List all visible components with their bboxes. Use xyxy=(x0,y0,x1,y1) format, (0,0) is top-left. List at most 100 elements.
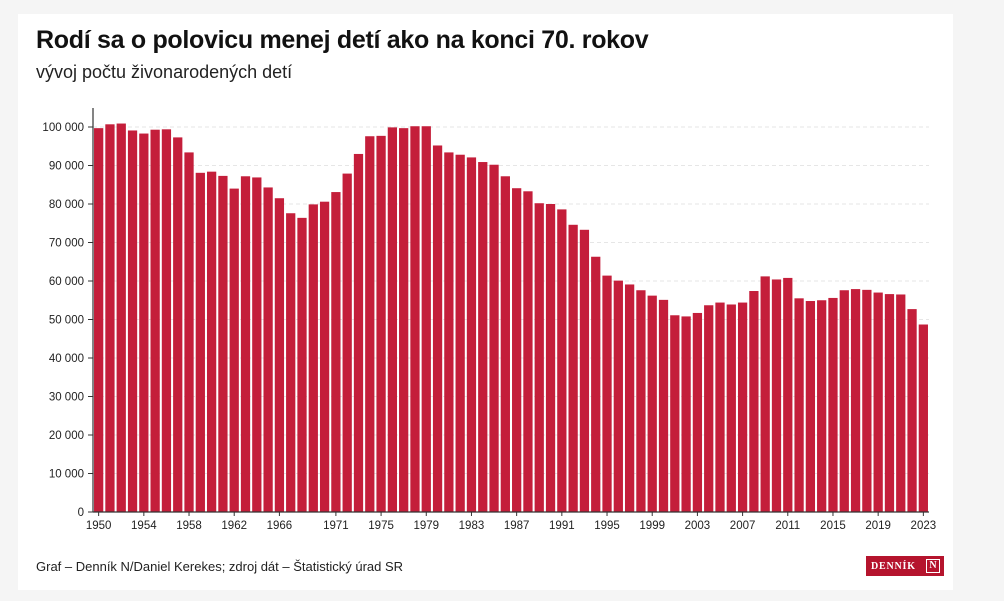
bar-1972 xyxy=(342,173,352,512)
y-axis: 0 10 000 20 000 30 000 40 000 50 000 60 000 70 … xyxy=(42,108,94,519)
x-tick-label: 1966 xyxy=(267,520,293,532)
chart-title: Rodí sa o polovicu menej detí ako na kon… xyxy=(36,26,649,54)
bar-2018 xyxy=(862,289,872,512)
x-tick-label: 2007 xyxy=(730,520,756,532)
bar-2014 xyxy=(817,300,827,512)
bar-1967 xyxy=(286,213,296,513)
bar-1973 xyxy=(353,153,364,512)
x-tick-label: 2015 xyxy=(820,520,846,532)
bar-1987 xyxy=(512,188,522,512)
bar-1994 xyxy=(591,256,601,512)
x-tick-label: 1979 xyxy=(413,520,439,532)
y-tick-label: 30 000 xyxy=(49,392,84,404)
dennik-n-logo: DENNÍK N xyxy=(866,556,944,576)
x-tick-label: 1975 xyxy=(368,520,394,532)
bar-1955 xyxy=(150,129,160,512)
bars xyxy=(94,123,928,513)
chart-card: Rodí sa o polovicu menej detí ako na kon… xyxy=(18,14,953,590)
y-tick-label: 20 000 xyxy=(49,430,84,442)
bar-1976 xyxy=(387,127,398,512)
x-tick-label: 2023 xyxy=(911,520,937,532)
bar-1988 xyxy=(523,191,533,513)
bar-2000 xyxy=(658,299,669,512)
bar-1993 xyxy=(579,229,590,513)
bar-1970 xyxy=(319,201,330,512)
bar-2008 xyxy=(749,291,759,512)
bar-1974 xyxy=(365,136,375,512)
bar-2019 xyxy=(873,292,883,512)
bar-2005 xyxy=(715,302,725,512)
bar-2004 xyxy=(704,305,714,512)
x-axis: 1950 1954 1958 1962 1966 1971 1975 1979 1983 1987… xyxy=(86,511,937,532)
bar-1969 xyxy=(308,204,318,512)
bar-1985 xyxy=(489,164,499,513)
bar-1989 xyxy=(534,203,544,513)
logo-mark-letter: N xyxy=(929,560,937,571)
bar-1952 xyxy=(116,123,126,512)
x-tick-label: 1983 xyxy=(459,520,485,532)
bar-chart: 0 10 000 20 000 30 000 40 000 50 000 60 000 70 … xyxy=(42,108,937,532)
y-tick-label: 60 000 xyxy=(49,276,84,288)
bar-1954 xyxy=(139,133,149,513)
bar-2023 xyxy=(918,324,928,512)
bar-2001 xyxy=(670,315,680,512)
bar-2009 xyxy=(760,276,770,512)
y-tick-label: 100 000 xyxy=(42,122,84,134)
bar-1992 xyxy=(568,224,578,513)
bar-1979 xyxy=(421,126,431,512)
bar-1990 xyxy=(545,204,556,512)
chart-subtitle: vývoj počtu živonarodených detí xyxy=(36,62,293,82)
bar-2003 xyxy=(692,312,703,512)
bar-1963 xyxy=(240,176,251,512)
bar-2017 xyxy=(850,289,861,512)
bar-2020 xyxy=(884,294,895,512)
bar-1984 xyxy=(478,162,488,512)
bar-1999 xyxy=(647,295,657,512)
bar-2016 xyxy=(839,290,849,512)
source-credit: Graf – Denník N/Daniel Kerekes; zdroj dá… xyxy=(36,559,404,574)
bar-1958 xyxy=(184,152,194,512)
x-tick-label: 1995 xyxy=(594,520,620,532)
bar-1997 xyxy=(624,284,635,512)
y-tick-label: 0 xyxy=(78,507,84,519)
x-tick-label: 1999 xyxy=(639,520,665,532)
bar-1956 xyxy=(161,129,172,512)
bar-1975 xyxy=(376,135,386,512)
bar-1957 xyxy=(173,137,183,512)
bar-1982 xyxy=(455,154,465,512)
bar-2010 xyxy=(771,279,782,512)
x-tick-label: 2011 xyxy=(775,520,800,532)
y-tick-label: 40 000 xyxy=(49,353,84,365)
bar-1951 xyxy=(105,124,115,513)
x-tick-label: 1950 xyxy=(86,520,112,532)
x-tick-label: 1954 xyxy=(131,520,157,532)
y-tick-label: 70 000 xyxy=(49,238,84,250)
x-tick-label: 1991 xyxy=(549,520,575,532)
x-tick-label: 2019 xyxy=(865,520,891,532)
bar-2011 xyxy=(783,277,793,512)
bar-2021 xyxy=(896,294,906,512)
bar-1961 xyxy=(218,175,228,512)
bar-1953 xyxy=(127,130,138,512)
bar-1950 xyxy=(94,128,104,512)
bar-1962 xyxy=(229,188,239,512)
y-tick-label: 80 000 xyxy=(49,199,84,211)
x-tick-label: 2003 xyxy=(685,520,711,532)
bar-1995 xyxy=(602,275,612,512)
bar-2002 xyxy=(681,316,691,512)
x-tick-label: 1962 xyxy=(221,520,247,532)
bar-1996 xyxy=(613,280,623,512)
y-tick-label: 10 000 xyxy=(49,469,84,481)
bar-1978 xyxy=(410,126,420,512)
bar-1960 xyxy=(206,171,217,512)
bar-1965 xyxy=(263,187,273,512)
logo-mark-icon: N xyxy=(926,559,940,573)
bar-1981 xyxy=(444,152,454,512)
bar-1998 xyxy=(636,290,646,512)
bar-1986 xyxy=(500,176,510,512)
bar-1971 xyxy=(331,192,341,512)
bar-1966 xyxy=(274,198,285,512)
x-tick-label: 1958 xyxy=(176,520,202,532)
y-tick-label: 50 000 xyxy=(49,315,84,327)
bar-1959 xyxy=(195,172,205,512)
